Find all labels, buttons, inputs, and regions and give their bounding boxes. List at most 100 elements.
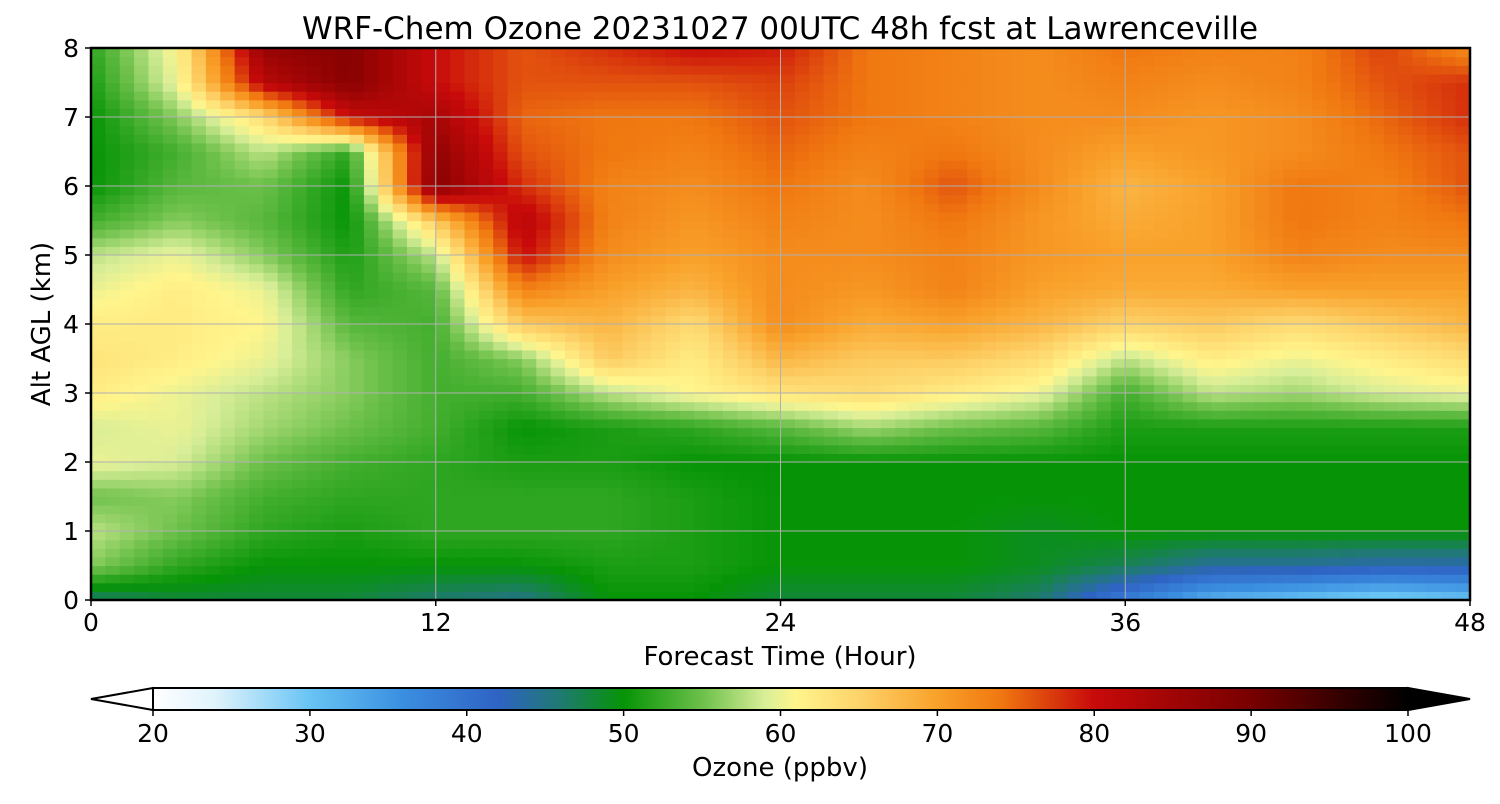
field-cell <box>1125 289 1141 299</box>
field-cell <box>1168 487 1184 498</box>
field-cell <box>478 591 494 600</box>
field-cell <box>234 280 250 291</box>
field-cell <box>1254 280 1270 291</box>
field-cell <box>1426 427 1442 437</box>
field-cell <box>478 263 494 273</box>
field-cell <box>1082 298 1098 308</box>
field-cell <box>177 186 193 196</box>
field-cell <box>995 462 1011 472</box>
field-cell <box>651 298 667 308</box>
field-cell <box>134 470 150 480</box>
field-cell <box>220 194 236 204</box>
field-cell <box>579 375 595 385</box>
field-cell <box>1311 539 1327 549</box>
field-cell <box>608 341 624 351</box>
field-cell <box>1268 384 1284 394</box>
field-cell <box>780 289 796 299</box>
field-cell <box>751 349 767 360</box>
field-cell <box>191 349 207 360</box>
field-cell <box>1297 220 1313 230</box>
field-cell <box>924 263 940 273</box>
field-cell <box>1096 306 1112 316</box>
field-cell <box>493 324 509 334</box>
field-cell <box>780 479 796 489</box>
field-cell <box>1024 211 1040 222</box>
field-cell <box>909 280 925 291</box>
field-cell <box>536 418 552 429</box>
field-cell <box>565 255 580 265</box>
field-cell <box>1039 367 1055 377</box>
field-cell <box>1082 229 1098 239</box>
field-cell <box>593 513 609 523</box>
field-cell <box>162 151 178 161</box>
field-cell <box>177 263 193 273</box>
field-cell <box>766 582 782 592</box>
field-cell <box>1139 470 1155 480</box>
field-cell <box>1039 582 1055 592</box>
field-cell <box>751 272 767 282</box>
field-cell <box>1369 548 1385 558</box>
field-cell <box>924 229 940 239</box>
field-cell <box>1426 298 1442 308</box>
field-cell <box>1082 306 1098 316</box>
field-cell <box>895 522 911 532</box>
field-cell <box>220 272 236 282</box>
field-cell <box>536 393 552 403</box>
field-cell <box>694 470 710 480</box>
field-cell <box>91 194 106 204</box>
field-cell <box>335 444 351 454</box>
field-cell <box>1426 410 1442 420</box>
field-cell <box>1082 324 1098 334</box>
field-cell <box>1311 255 1327 265</box>
field-cell <box>105 522 121 532</box>
field-cell <box>809 358 825 368</box>
field-cell <box>1110 418 1126 429</box>
field-cell <box>378 168 394 178</box>
field-cell <box>320 349 336 360</box>
field-cell <box>450 324 466 334</box>
field-cell <box>1225 410 1241 420</box>
field-cell <box>493 298 509 308</box>
field-cell <box>837 453 853 463</box>
field-cell <box>306 401 322 411</box>
field-cell <box>392 160 408 170</box>
field-cell <box>119 142 135 153</box>
field-cell <box>220 324 236 334</box>
field-cell <box>407 427 422 437</box>
field-cell <box>565 574 580 584</box>
field-cell <box>205 229 221 239</box>
field-cell <box>1168 280 1184 291</box>
field-cell <box>981 255 997 265</box>
field-cell <box>1110 539 1126 549</box>
field-cell <box>694 211 710 222</box>
field-cell <box>694 194 710 204</box>
field-cell <box>1039 574 1055 584</box>
field-cell <box>1426 505 1442 515</box>
field-cell <box>1197 565 1213 575</box>
field-cell <box>435 574 451 584</box>
field-cell <box>292 436 308 446</box>
field-cell <box>450 229 466 239</box>
field-cell <box>536 401 552 411</box>
field-cell <box>234 479 250 489</box>
field-cell <box>723 186 738 196</box>
field-cell <box>579 539 595 549</box>
field-cell <box>91 349 106 360</box>
field-cell <box>636 513 652 523</box>
field-cell <box>1355 470 1371 480</box>
field-cell <box>306 341 322 351</box>
field-cell <box>780 203 796 213</box>
field-cell <box>1153 591 1169 600</box>
field-cell <box>1168 582 1184 592</box>
field-cell <box>464 462 480 472</box>
field-cell <box>536 367 552 377</box>
field-cell <box>967 393 983 403</box>
field-cell <box>1067 349 1083 360</box>
field-cell <box>823 341 839 351</box>
field-cell <box>1326 531 1342 541</box>
field-cell <box>1082 255 1098 265</box>
field-cell <box>679 255 695 265</box>
field-cell <box>1182 168 1198 178</box>
field-cell <box>421 444 437 454</box>
field-cell <box>1110 332 1126 342</box>
